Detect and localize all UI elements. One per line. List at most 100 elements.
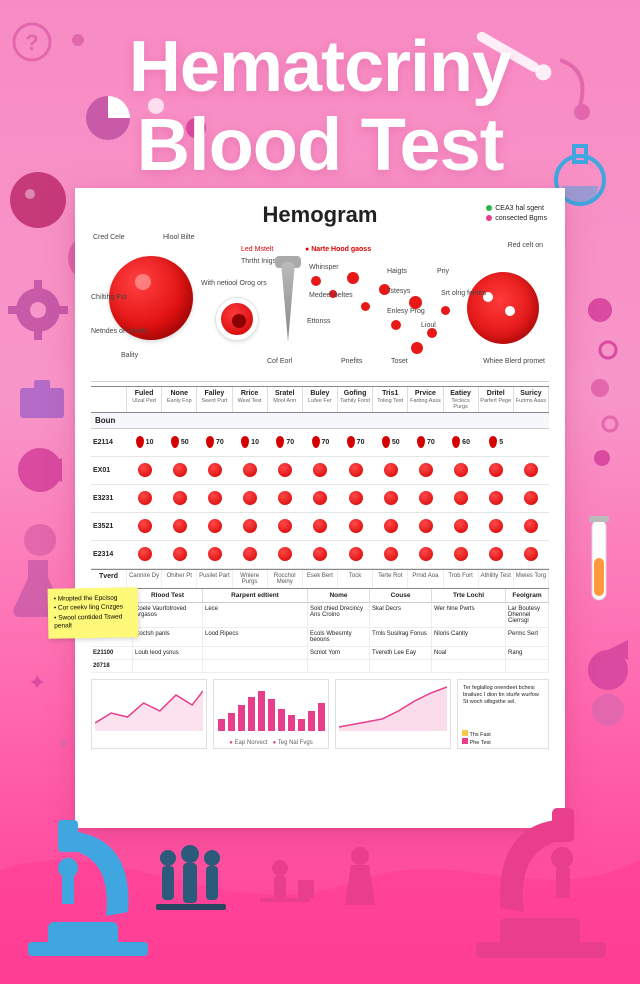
table-cell: 50	[373, 429, 408, 456]
column-header: NoneEanly Fop	[162, 387, 197, 412]
column-header: SratelMool Ann	[268, 387, 303, 412]
red-dot-icon	[243, 519, 257, 533]
red-dot-icon	[454, 519, 468, 533]
bottom-cell: Coele Vaurfotroved Argasos	[133, 603, 203, 628]
table-cell	[373, 541, 408, 568]
blood-drop-icon	[171, 436, 179, 448]
trend-cell: Esek Bert	[303, 570, 338, 588]
red-dot-icon	[419, 519, 433, 533]
table-cell	[408, 541, 443, 568]
red-dot-icon	[384, 463, 398, 477]
column-header: PrviceFarbng Asss	[408, 387, 443, 412]
red-dot-icon	[243, 547, 257, 561]
table-cell	[162, 513, 197, 540]
section-label: Boun	[91, 413, 549, 429]
column-header: FalleySeent Purt	[197, 387, 232, 412]
bottom-cell	[133, 660, 203, 673]
bottom-cell: Lar Boutesy Dhennel Cierrsgl	[506, 603, 549, 628]
table-cell: 50	[162, 429, 197, 456]
red-dot-icon	[208, 491, 222, 505]
table-cell	[233, 485, 268, 512]
red-cell-medium-icon	[216, 298, 258, 340]
table-cell	[162, 457, 197, 484]
diagram-label: Pnefits	[341, 358, 362, 365]
blood-drop-icon	[276, 436, 284, 448]
trend-cell: Wnlere Purgs	[233, 570, 268, 588]
column-header: DritelParfert Pege	[479, 387, 514, 412]
bar	[318, 703, 325, 731]
red-dot-icon	[173, 463, 187, 477]
gauge-needle-icon	[281, 262, 295, 342]
bottom-cell	[203, 647, 308, 660]
trend-cell: Prnid Aoa	[408, 570, 443, 588]
red-dot-icon	[384, 491, 398, 505]
trend-row: Tverd Cannire DyOhiher PtPusilet PartWnl…	[91, 569, 549, 589]
table-cell	[514, 513, 549, 540]
bar	[238, 705, 245, 731]
bar	[228, 713, 235, 731]
red-dot-icon	[173, 491, 187, 505]
table-cell	[127, 541, 162, 568]
trend-cell: Athility Test	[479, 570, 514, 588]
red-dot-icon	[454, 547, 468, 561]
bottom-cell: Tvereth Lee Eay	[370, 647, 432, 660]
red-dot-icon	[349, 491, 363, 505]
red-dot-icon	[313, 491, 327, 505]
bar	[298, 719, 305, 731]
bar	[278, 709, 285, 731]
blood-drop-icon	[136, 436, 144, 448]
top-legend: CEA3 hal sgent consected Bgms	[486, 204, 547, 224]
bottom-cell: Sold chied Drecincy Ans Croino	[308, 603, 370, 628]
diagram-label: Netndes of ceintliy	[91, 328, 148, 335]
sticky-note: • Mropted the Epcisog • Cor ceekv ling C…	[48, 587, 139, 638]
bottom-cell	[308, 660, 370, 673]
svg-text:✦: ✦	[56, 734, 71, 754]
blood-drop-icon	[417, 436, 425, 448]
red-dot-icon	[419, 547, 433, 561]
trend-cell: Tock	[338, 570, 373, 588]
diagram-label: Whiee Blerd promet	[483, 358, 545, 365]
table-cell	[233, 541, 268, 568]
trend-cell: Ohiher Pt	[162, 570, 197, 588]
row-label: Tverd	[91, 570, 127, 588]
red-dot-icon	[313, 519, 327, 533]
diagram-label: With netiool Orog ors	[201, 280, 267, 287]
bottom-table: Rlood TestRarpent edtientNomeCouseTrte L…	[91, 589, 549, 673]
diagram-label: Chiltihg Pst	[91, 294, 126, 301]
bottom-cell: Nloris Canlty	[432, 628, 506, 647]
diagram-label: Enlesy Prog	[387, 308, 425, 315]
bottom-header: Rarpent edtient	[203, 589, 308, 603]
sticky-line: • Cor ceekv ling Cnzges	[54, 604, 132, 614]
bottom-cell: Skal Decrs	[370, 603, 432, 628]
bottom-cell: Ecols Wbesrnty beoons	[308, 628, 370, 647]
bottom-cell: Scnlot Yom	[308, 647, 370, 660]
red-dot-icon	[243, 491, 257, 505]
red-dot-icon	[419, 463, 433, 477]
table-cell: 10	[233, 429, 268, 456]
table-cell	[268, 485, 303, 512]
row-label: E3521	[91, 523, 127, 530]
table-cell	[338, 457, 373, 484]
red-dot-icon	[524, 547, 538, 561]
red-dot-icon	[278, 547, 292, 561]
table-cell	[162, 541, 197, 568]
table-cell	[444, 541, 479, 568]
table-cell	[514, 485, 549, 512]
red-dot-icon	[243, 463, 257, 477]
diagram-label: Whinsper	[309, 264, 339, 271]
table-cell	[479, 541, 514, 568]
red-dot-icon	[278, 519, 292, 533]
table-cell	[514, 429, 549, 456]
table-cell	[197, 485, 232, 512]
bar	[248, 697, 255, 731]
table-row: E3521	[91, 513, 549, 541]
red-dot-icon	[384, 519, 398, 533]
table-cell	[408, 457, 443, 484]
hemogram-sheet: Hemogram CEA3 hal sgent consected Bgms C…	[75, 188, 565, 828]
line-chart-1	[91, 679, 207, 749]
red-dot-icon	[349, 519, 363, 533]
diagram-label: ● Narte Hood gaoss	[305, 246, 371, 253]
table-cell	[162, 485, 197, 512]
blood-drop-icon	[312, 436, 320, 448]
table-cell	[514, 541, 549, 568]
